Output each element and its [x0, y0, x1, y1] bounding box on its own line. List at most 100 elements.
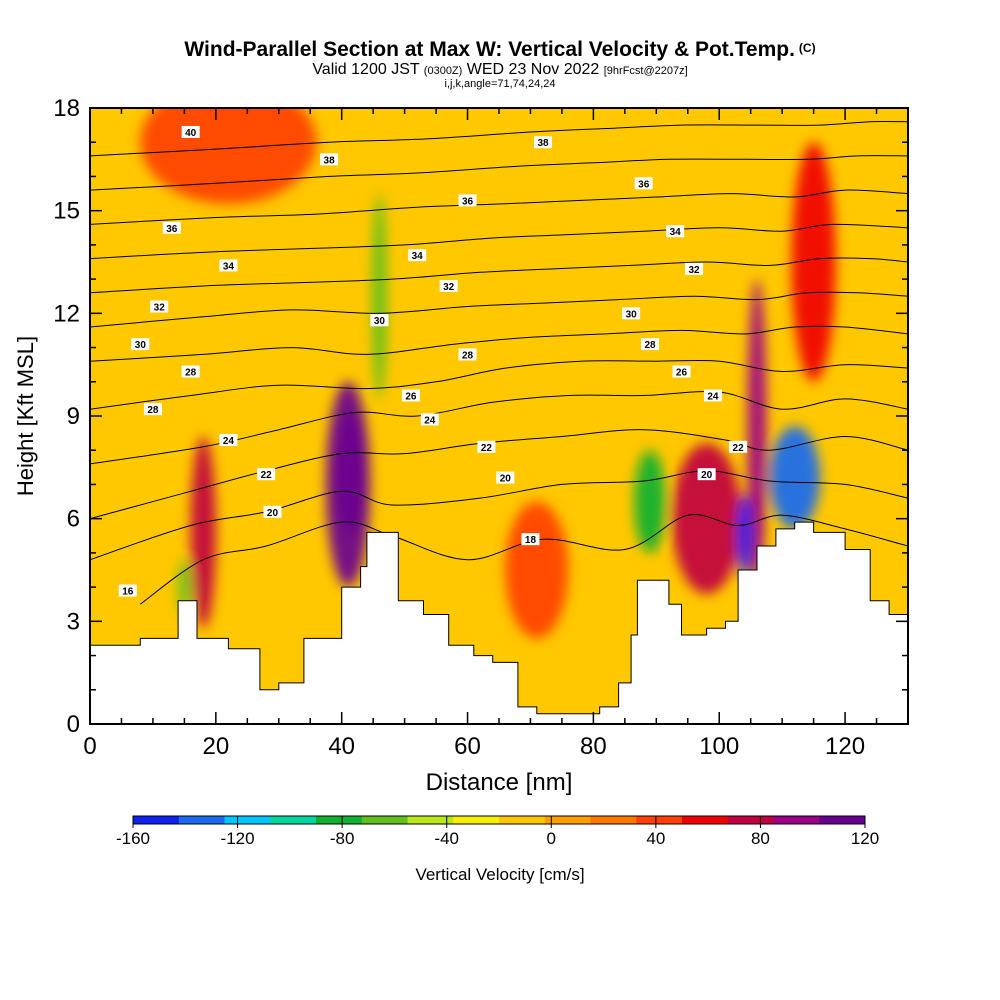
- contour-label-extra-10-text: 22: [481, 443, 493, 454]
- contour-label-extra-3-text: 28: [147, 405, 159, 416]
- contour-label-extra-3: 28: [143, 403, 162, 416]
- contour-label-extra-12: 38: [534, 136, 553, 149]
- colorbar-tick-label--80: -80: [330, 829, 355, 848]
- contour-label-extra-5-box: [150, 300, 169, 313]
- theta-contour-22: [90, 429, 908, 520]
- velocity-cell-4: [672, 443, 742, 594]
- contour-label-40: 40: [181, 125, 200, 139]
- contour-label-extra-9-box: [420, 413, 439, 426]
- contour-label-extra-1-text: 16: [122, 587, 134, 598]
- contour-label-extra-21: 20: [697, 468, 716, 481]
- chart-title: Wind-Parallel Section at Max W: Vertical…: [0, 36, 1000, 62]
- y-tick-label-0: 0: [67, 711, 80, 738]
- contour-label-extra-13-box: [634, 177, 653, 190]
- contour-label-18-text: 18: [525, 535, 537, 546]
- velocity-cell-5: [747, 279, 767, 588]
- contour-label-34: 34: [408, 249, 427, 262]
- contour-label-extra-3-box: [143, 403, 162, 416]
- x-tick-label-40: 40: [328, 733, 355, 760]
- contour-label-38: 38: [320, 153, 339, 166]
- contour-label-extra-1-box: [118, 584, 137, 597]
- contour-label-extra-5: 32: [150, 300, 169, 313]
- x-axis: 0 20 40 60 80 100 120: [83, 108, 909, 760]
- contour-label-32-text: 32: [443, 282, 455, 293]
- theta-contour-30: [90, 291, 908, 328]
- x-axis-label: Distance [nm]: [426, 769, 573, 796]
- contour-label-26-text: 26: [405, 391, 417, 402]
- colorbar-tick-label-80: 80: [751, 829, 770, 848]
- contour-label-36-text: 36: [462, 196, 474, 207]
- valid-prefix: Valid 1200 JST: [312, 61, 420, 78]
- contour-label-24: 24: [219, 433, 238, 447]
- velocity-cell-13: [505, 501, 569, 639]
- contour-label-extra-4-text: 30: [135, 340, 147, 351]
- velocity-cell-8: [736, 494, 752, 577]
- contour-label-extra-9: 24: [420, 413, 439, 426]
- colorbar: -160 -120 -80 -40 0 40 80 120: [116, 815, 879, 848]
- contour-label-extra-21-box: [697, 468, 716, 481]
- colorbar-swatch-9: [499, 816, 546, 824]
- terrain-mask: [90, 521, 908, 724]
- colorbar-swatch-15: [773, 816, 820, 824]
- contour-label-extra-10-box: [477, 440, 496, 453]
- contour-label-extra-11: 20: [496, 471, 515, 485]
- contour-label-extra-14: 34: [666, 225, 685, 238]
- colorbar-tick-label-0: 0: [547, 829, 556, 848]
- y-tick-label-9: 9: [67, 403, 80, 430]
- contour-label-extra-21-text: 20: [701, 470, 713, 481]
- colorbar-swatch-2: [178, 816, 225, 824]
- contour-label-24-box: [219, 433, 238, 446]
- colorbar-tick-label--40: -40: [434, 829, 459, 848]
- contour-label-extra-16-box: [622, 307, 641, 320]
- contour-label-32-box: [439, 279, 458, 292]
- velocity-cell-2: [338, 412, 364, 536]
- y-tick-label-15: 15: [53, 198, 80, 225]
- contour-label-40-box: [181, 125, 200, 138]
- contour-label-extra-8-text: 30: [374, 316, 386, 327]
- contour-label-extra-18-box: [672, 365, 691, 378]
- velocity-field: [140, 108, 836, 639]
- contour-label-22-box: [257, 468, 276, 481]
- velocity-cell-10: [634, 450, 666, 553]
- colorbar-tick-label-120: 120: [851, 829, 879, 848]
- contour-label-28-box: [458, 348, 477, 361]
- contour-label-extra-7-box: [162, 221, 181, 234]
- velocity-cell-7: [769, 426, 820, 529]
- contour-label-28-text: 28: [462, 350, 474, 361]
- x-tick-label-120: 120: [825, 733, 865, 760]
- colorbar-tick-label--120: -120: [221, 829, 255, 848]
- contour-label-extra-13: 36: [634, 177, 653, 190]
- theta-contour-32: [90, 257, 908, 294]
- contour-label-extra-1: 16: [118, 584, 137, 598]
- contour-label-extra-15-text: 32: [688, 265, 700, 276]
- contour-label-extra-20-text: 22: [733, 443, 745, 454]
- contour-label-extra-4-box: [131, 338, 150, 351]
- contour-label-36-box: [458, 194, 477, 207]
- theta-contour-24: [90, 390, 908, 465]
- contour-label-34-box: [408, 249, 427, 262]
- y-tick-label-18: 18: [53, 95, 80, 122]
- contour-label-extra-15: 32: [685, 262, 704, 276]
- x-tick-label-80: 80: [580, 733, 607, 760]
- contour-label-extra-13-text: 36: [638, 179, 650, 190]
- theta-contour-18: [140, 514, 908, 605]
- contour-label-40-text: 40: [185, 128, 197, 139]
- velocity-cell-12: [140, 108, 317, 204]
- contour-label-22: 22: [257, 468, 276, 481]
- chart-title-text: Wind-Parallel Section at Max W: Vertical…: [184, 38, 795, 61]
- contour-label-extra-17-box: [641, 338, 660, 351]
- contour-label-extra-16-text: 30: [626, 309, 638, 320]
- title-block: Wind-Parallel Section at Max W: Vertical…: [0, 36, 1000, 90]
- forecast-info: [9hrFcst@2207z]: [603, 65, 688, 77]
- velocity-cell-9: [371, 193, 387, 399]
- valid-date: WED 23 Nov 2022: [466, 61, 600, 78]
- theta-contour-40: [90, 120, 908, 157]
- contour-label-extra-8: 30: [370, 314, 389, 327]
- contour-label-extra-14-text: 34: [670, 227, 682, 238]
- contour-label-20-box: [263, 505, 282, 518]
- contour-label-24-text: 24: [223, 436, 235, 447]
- colorbar-tick-label--160: -160: [116, 829, 150, 848]
- colorbar-swatch-7: [407, 816, 454, 824]
